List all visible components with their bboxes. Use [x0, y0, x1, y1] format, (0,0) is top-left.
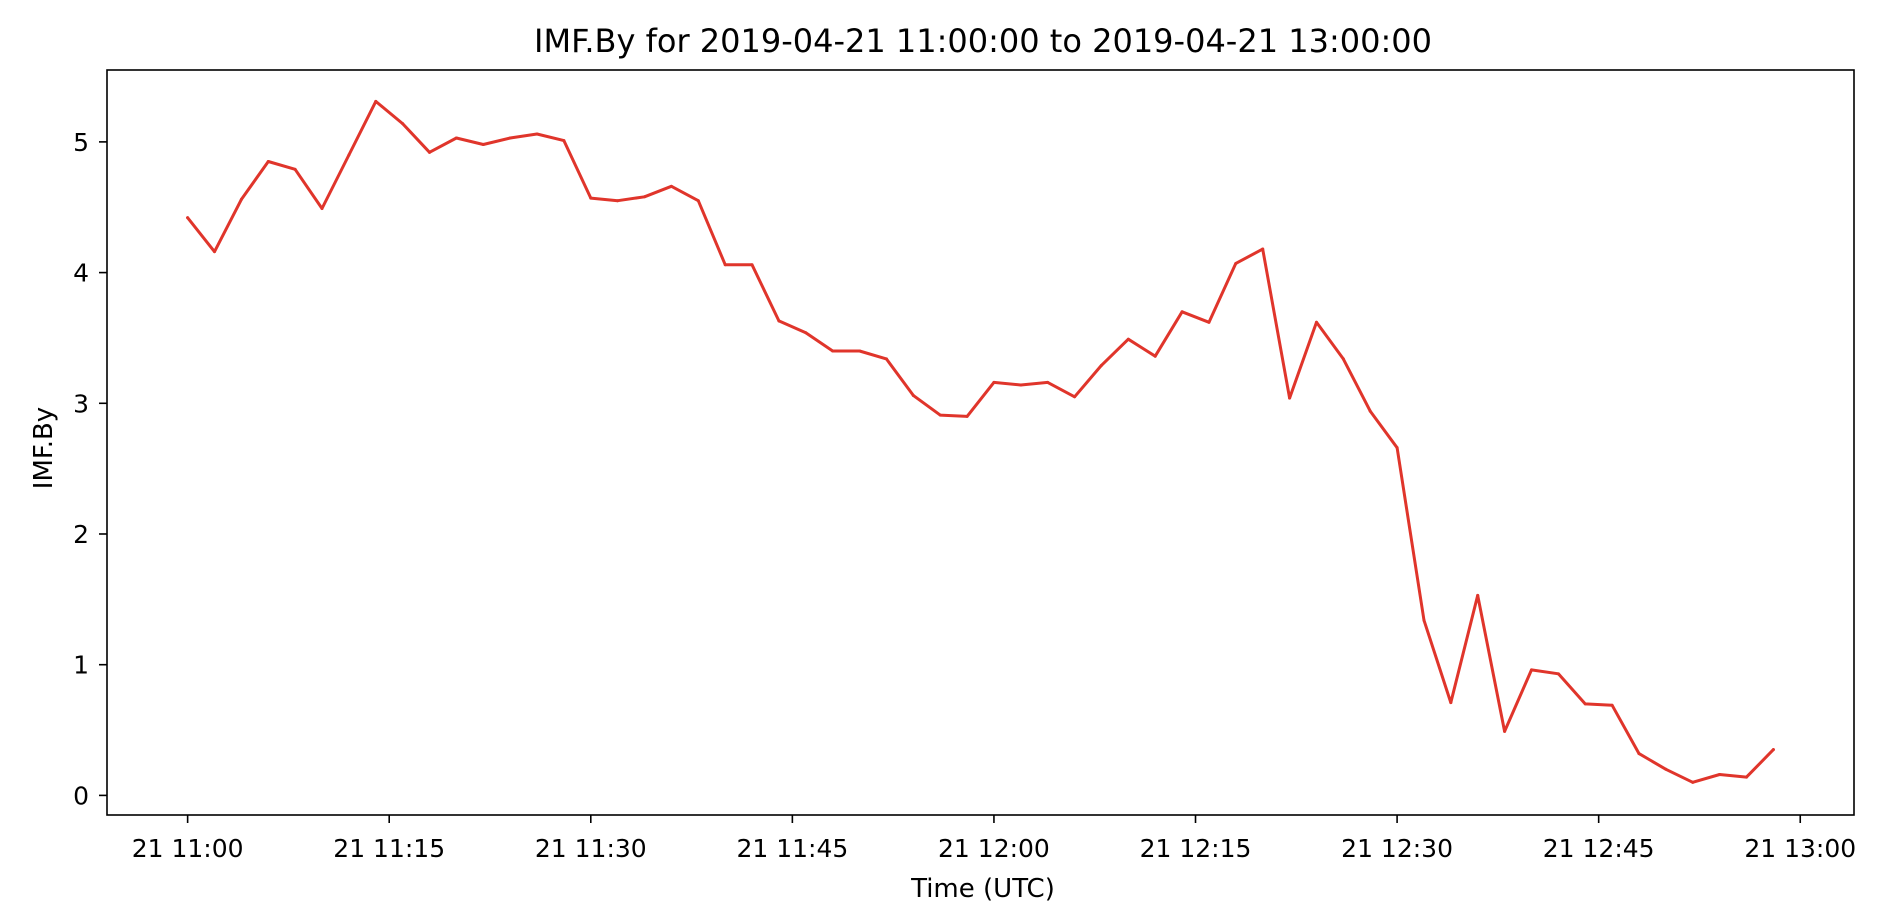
data-point [723, 263, 727, 267]
data-point [1476, 593, 1480, 597]
data-point [1261, 247, 1265, 251]
data-point [347, 153, 351, 157]
data-point [1046, 380, 1050, 384]
x-axis: 21 11:00 21 11:15 21 11:30 21 11:45 21 12:00… [132, 815, 1856, 863]
data-point [562, 139, 566, 143]
data-points [186, 99, 1775, 784]
data-point [1449, 701, 1453, 705]
x-axis-label: Time (UTC) [910, 874, 1055, 902]
x-tick-label: 21 12:30 [1341, 834, 1453, 863]
data-point [1718, 772, 1722, 776]
data-point [508, 136, 512, 140]
y-axis: 0 1 2 3 4 5 [73, 128, 107, 810]
x-tick-label: 21 12:00 [938, 834, 1050, 863]
data-point [938, 413, 942, 417]
data-point [1019, 383, 1023, 387]
x-tick-label: 21 11:15 [333, 834, 445, 863]
data-point [454, 136, 458, 140]
data-point [1180, 310, 1184, 314]
data-point [696, 199, 700, 203]
data-point [320, 207, 324, 211]
data-point [266, 159, 270, 163]
data-point [535, 132, 539, 136]
x-tick-label: 21 12:45 [1543, 834, 1655, 863]
x-tick-label: 21 12:15 [1140, 834, 1252, 863]
data-point [777, 319, 781, 323]
data-point [831, 349, 835, 353]
data-point [1556, 672, 1560, 676]
y-axis-label: IMF.By [29, 407, 59, 489]
series-line [186, 99, 1775, 784]
axes-frame [106, 69, 1855, 816]
data-point [1395, 446, 1399, 450]
data-point [1529, 668, 1533, 672]
data-point [1637, 752, 1641, 756]
x-tick-label: 21 11:30 [535, 834, 647, 863]
data-point [965, 414, 969, 418]
data-point [858, 349, 862, 353]
data-point [1099, 363, 1103, 367]
data-point [1744, 775, 1748, 779]
data-point [1314, 320, 1318, 324]
data-point [1610, 703, 1614, 707]
data-point [1664, 767, 1668, 771]
data-point [374, 99, 378, 103]
data-point [1691, 780, 1695, 784]
data-point [1153, 354, 1157, 358]
data-point [213, 250, 217, 254]
data-point [1126, 337, 1130, 341]
chart-title: IMF.By for 2019-04-21 11:00:00 to 2019-0… [534, 22, 1432, 60]
y-tick-label: 5 [73, 128, 89, 157]
data-point [589, 196, 593, 200]
x-tick-label: 21 13:00 [1744, 834, 1856, 863]
data-point [1234, 261, 1238, 265]
data-point [1771, 748, 1775, 752]
data-point [428, 150, 432, 154]
plot-area [186, 99, 1775, 784]
data-point [992, 380, 996, 384]
data-point [1583, 702, 1587, 706]
data-point [293, 167, 297, 171]
y-tick-label: 3 [73, 389, 89, 418]
data-point [186, 216, 190, 220]
y-tick-label: 4 [73, 259, 89, 288]
data-point [1368, 409, 1372, 413]
data-point [669, 184, 673, 188]
data-point [1207, 320, 1211, 324]
data-point [1073, 395, 1077, 399]
data-point [1341, 357, 1345, 361]
data-point [239, 197, 243, 201]
data-point [911, 393, 915, 397]
data-point [750, 263, 754, 267]
x-tick-label: 21 11:00 [132, 834, 244, 863]
data-point [1422, 618, 1426, 622]
data-point [616, 199, 620, 203]
y-tick-label: 2 [73, 520, 89, 549]
data-point [481, 143, 485, 146]
data-point [643, 195, 647, 199]
y-tick-label: 1 [73, 651, 89, 680]
data-point [804, 331, 808, 335]
x-tick-label: 21 11:45 [736, 834, 848, 863]
data-point [1503, 729, 1507, 733]
data-point [1288, 396, 1292, 400]
y-tick-label: 0 [73, 781, 89, 810]
data-point [401, 122, 405, 126]
data-point [884, 357, 888, 361]
